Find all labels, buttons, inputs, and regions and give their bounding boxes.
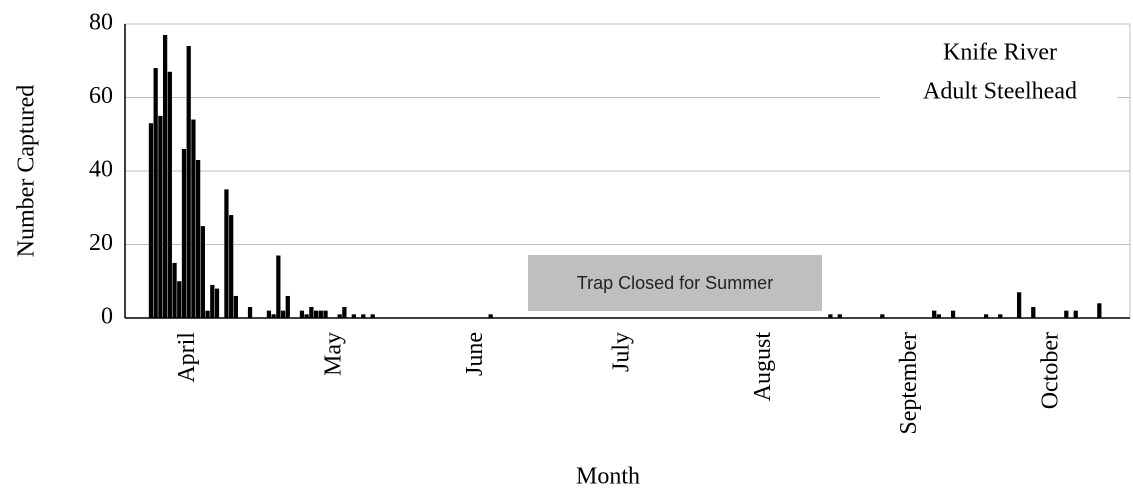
bar — [196, 159, 201, 318]
y-tick-label: 0 — [101, 304, 113, 330]
bar — [172, 262, 177, 318]
annotation: Trap Closed for Summer — [577, 273, 773, 293]
closed-box — [528, 255, 822, 311]
bar — [880, 314, 885, 318]
bar — [177, 281, 182, 318]
annotation-bg — [880, 32, 1118, 114]
bar — [323, 310, 328, 318]
bar — [162, 35, 168, 319]
bar — [167, 71, 172, 319]
x-tick-label: September — [896, 332, 922, 435]
bar — [224, 189, 229, 318]
bar — [280, 310, 286, 318]
bar — [361, 314, 366, 318]
bar — [276, 255, 281, 318]
x-tick-label: April — [174, 332, 200, 383]
x-tick-label: August — [750, 332, 776, 402]
bar — [1064, 310, 1069, 318]
bar — [200, 226, 205, 318]
bar — [229, 215, 234, 318]
x-tick-label: July — [608, 332, 634, 372]
bar — [1031, 306, 1036, 318]
bar — [309, 306, 314, 318]
bar — [983, 314, 989, 318]
x-tick-label: May — [320, 332, 346, 376]
bar — [932, 310, 937, 318]
y-tick-label: 80 — [89, 10, 113, 36]
annotation: Adult Steelhead — [923, 79, 1077, 105]
bar — [318, 310, 323, 318]
y-tick-label: 40 — [89, 157, 113, 183]
annotation: Knife River — [943, 40, 1057, 66]
bar — [1097, 303, 1102, 318]
bar — [488, 314, 493, 318]
bar — [210, 284, 215, 318]
bar — [304, 314, 309, 318]
bar — [950, 310, 956, 318]
bar — [214, 288, 220, 318]
y-tick-label: 60 — [89, 83, 113, 109]
bar — [285, 295, 290, 318]
bar — [205, 310, 210, 318]
bar — [1016, 292, 1022, 318]
bar — [148, 123, 154, 318]
x-tick-label: October — [1038, 332, 1064, 409]
bar — [837, 314, 842, 318]
bar — [158, 115, 163, 318]
bar — [186, 46, 191, 319]
bar — [936, 314, 942, 318]
bar — [266, 310, 272, 318]
bar — [153, 68, 158, 318]
bar — [233, 295, 239, 318]
bar — [342, 306, 347, 318]
bar — [247, 306, 253, 318]
x-axis-label: Month — [576, 464, 640, 490]
y-tick-label: 20 — [89, 230, 113, 256]
bar — [181, 148, 187, 318]
bar — [313, 310, 319, 318]
y-axis-label: Number Captured — [14, 85, 40, 258]
bar — [299, 310, 305, 318]
bar — [271, 314, 276, 318]
bar — [351, 314, 356, 318]
bar — [828, 314, 833, 318]
x-tick-label: June — [462, 332, 488, 376]
bar — [191, 119, 196, 318]
bar — [370, 314, 375, 318]
bar — [1073, 310, 1078, 318]
bar — [337, 314, 342, 318]
bar — [998, 314, 1003, 318]
